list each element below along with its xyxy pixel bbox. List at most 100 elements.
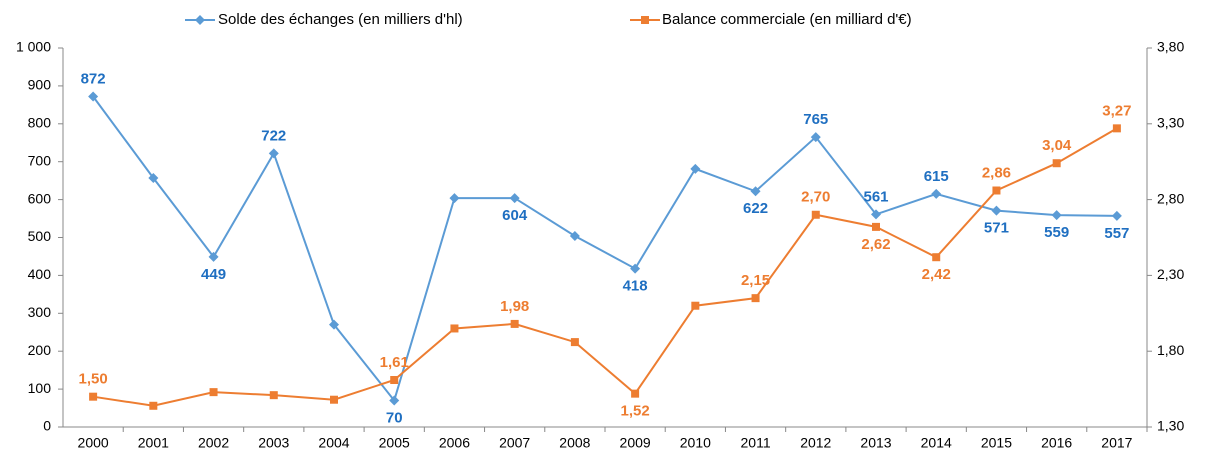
- y-tick-label: 300: [28, 304, 52, 320]
- y2-tick-label: 1,80: [1157, 342, 1184, 358]
- marker: [268, 148, 279, 159]
- marker: [570, 338, 579, 347]
- data-label: 765: [803, 111, 828, 128]
- marker: [89, 392, 98, 401]
- x-tick-label: 2006: [439, 435, 470, 451]
- marker: [390, 376, 399, 385]
- marker: [450, 324, 459, 333]
- y2-tick-label: 2,30: [1157, 266, 1184, 282]
- data-label: 2,42: [922, 266, 951, 283]
- x-tick-label: 2011: [741, 435, 771, 451]
- x-tick-label: 2012: [800, 435, 831, 451]
- marker: [510, 319, 519, 328]
- data-label: 2,86: [982, 164, 1011, 181]
- marker: [750, 186, 761, 197]
- y-tick-label: 900: [28, 77, 52, 93]
- marker: [329, 319, 339, 330]
- legend-label: Solde des échanges (en milliers d'hl): [218, 11, 463, 28]
- y-tick-label: 200: [28, 342, 52, 358]
- marker: [389, 395, 400, 406]
- y2-tick-label: 1,30: [1157, 418, 1184, 434]
- y-tick-label: 600: [28, 190, 52, 206]
- data-label: 3,04: [1042, 137, 1072, 154]
- x-tick-label: 2017: [1101, 435, 1132, 451]
- marker: [630, 263, 641, 274]
- x-tick-label: 2001: [138, 435, 169, 451]
- series-line: [92, 127, 1118, 407]
- marker: [932, 253, 941, 262]
- marker: [1112, 124, 1121, 133]
- marker: [631, 389, 640, 398]
- y2-tick-label: 2,80: [1157, 190, 1184, 206]
- marker: [1111, 210, 1122, 221]
- x-tick-label: 2003: [258, 435, 289, 451]
- x-tick-label: 2014: [921, 435, 952, 451]
- marker: [871, 209, 881, 220]
- y-tick-label: 400: [28, 266, 52, 282]
- data-label: 571: [984, 220, 1009, 237]
- marker: [992, 186, 1001, 195]
- data-label: 1,50: [79, 371, 108, 388]
- y-tick-label: 500: [28, 228, 52, 244]
- marker: [691, 301, 700, 310]
- data-label: 2,62: [861, 236, 890, 253]
- data-label: 1,98: [500, 298, 529, 315]
- marker: [269, 391, 278, 400]
- marker: [641, 16, 649, 24]
- marker: [88, 91, 99, 102]
- data-label: 1,52: [621, 403, 650, 420]
- marker: [449, 193, 460, 204]
- y2-tick-label: 3,30: [1157, 115, 1184, 131]
- marker: [209, 388, 218, 397]
- marker: [148, 172, 159, 183]
- x-tick-label: 2002: [198, 435, 229, 451]
- data-label: 418: [623, 278, 648, 295]
- y-tick-label: 1 000: [16, 39, 51, 55]
- data-label: 615: [924, 168, 949, 185]
- data-label: 449: [201, 266, 226, 283]
- x-tick-label: 2004: [318, 435, 349, 451]
- marker: [872, 222, 880, 231]
- marker: [690, 163, 701, 174]
- x-tick-label: 2000: [78, 435, 109, 451]
- x-tick-label: 2013: [860, 435, 891, 451]
- x-tick-label: 2005: [379, 435, 410, 451]
- data-label: 2,70: [801, 189, 830, 206]
- data-label: 2,15: [741, 272, 770, 289]
- marker: [208, 251, 219, 262]
- y-tick-label: 800: [28, 115, 52, 131]
- marker: [811, 210, 820, 219]
- data-label: 1,61: [380, 354, 409, 371]
- marker: [810, 132, 821, 143]
- x-tick-label: 2015: [981, 435, 1012, 451]
- marker: [330, 395, 338, 404]
- marker: [149, 401, 158, 410]
- data-label: 559: [1044, 224, 1069, 241]
- data-label: 70: [386, 409, 403, 426]
- data-label: 561: [863, 188, 888, 205]
- data-label: 722: [261, 127, 286, 144]
- data-label: 3,27: [1102, 102, 1131, 119]
- y-tick-label: 700: [28, 152, 52, 168]
- x-tick-label: 2010: [680, 435, 711, 451]
- marker: [931, 188, 942, 199]
- y2-tick-label: 3,80: [1157, 39, 1184, 55]
- y-tick-label: 100: [28, 380, 52, 396]
- legend-label: Balance commerciale (en milliard d'€): [662, 11, 912, 28]
- data-label: 604: [502, 207, 528, 224]
- data-label: 622: [743, 200, 768, 217]
- x-tick-label: 2008: [559, 435, 590, 451]
- x-tick-label: 2009: [620, 435, 651, 451]
- marker: [1052, 159, 1061, 168]
- x-tick-label: 2016: [1041, 435, 1072, 451]
- marker: [751, 294, 760, 303]
- y-tick-label: 0: [43, 418, 51, 434]
- data-label: 872: [81, 70, 106, 87]
- marker: [195, 15, 205, 25]
- series-line: [92, 95, 1117, 403]
- marker: [509, 193, 520, 204]
- marker: [991, 205, 1002, 216]
- data-label: 557: [1104, 225, 1129, 242]
- marker: [569, 230, 580, 241]
